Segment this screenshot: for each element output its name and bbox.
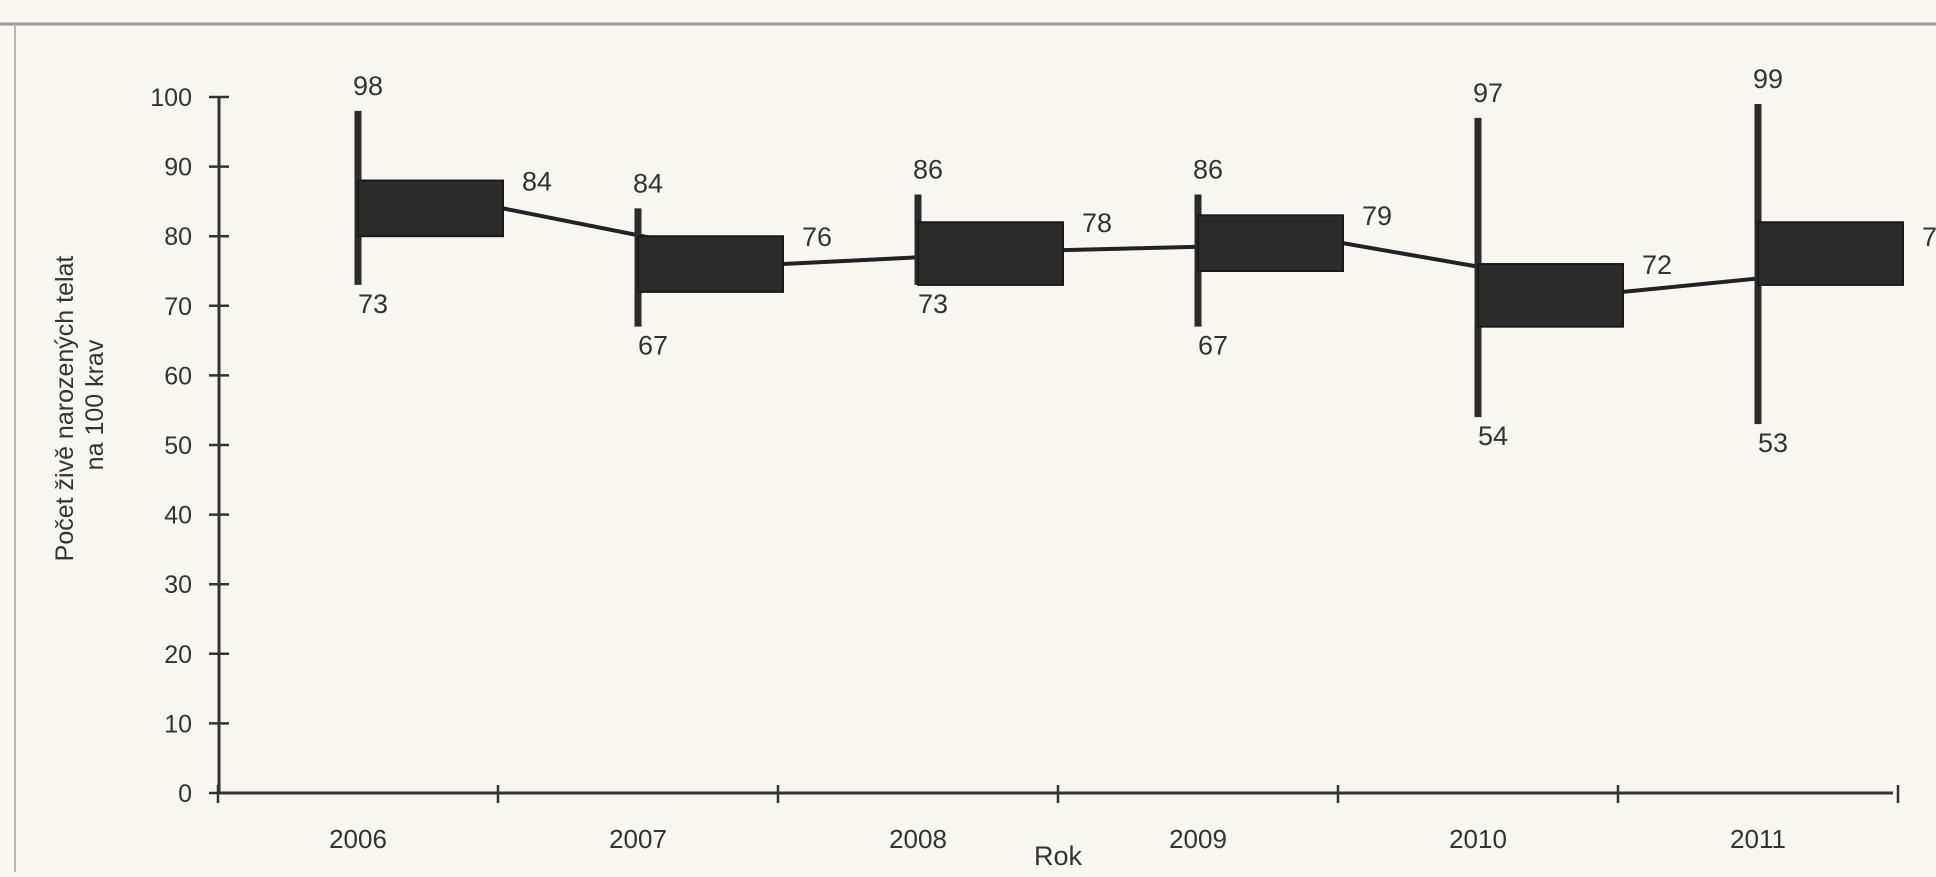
min-label: 67	[638, 331, 668, 361]
y-axis-title-line-2: na 100 krav	[81, 339, 109, 470]
axes	[209, 95, 1900, 803]
labels: 0 10 20 30 40 50 60 70 80 90 100 2006 2007 2008 2009 20…	[150, 64, 1936, 854]
max-label: 86	[913, 154, 943, 184]
x-tick-label: 2010	[1449, 824, 1507, 854]
box	[917, 221, 1064, 286]
x-tick-label: 2008	[889, 824, 947, 854]
max-label: 99	[1753, 64, 1783, 94]
min-label: 67	[1198, 331, 1228, 361]
box	[1757, 221, 1904, 286]
x-axis-title: Rok	[1034, 841, 1083, 871]
mean-label: 79	[1362, 201, 1392, 231]
y-axis-title: Počet živě narozených telat na 100 krav	[51, 249, 109, 562]
y-tick-label: 0	[178, 780, 192, 808]
box	[637, 235, 784, 293]
y-tick-label: 50	[164, 432, 192, 460]
min-label: 73	[358, 289, 388, 319]
y-tick-label: 10	[164, 710, 192, 738]
box	[1197, 214, 1344, 273]
y-tick-label: 20	[164, 641, 192, 669]
min-label: 53	[1758, 428, 1788, 458]
min-label: 54	[1478, 421, 1508, 451]
mean-label: 78	[1082, 208, 1112, 238]
box	[357, 179, 504, 238]
box	[1477, 263, 1624, 328]
y-tick-label: 80	[164, 223, 192, 251]
y-tick-label: 40	[164, 502, 192, 530]
max-label: 98	[353, 71, 383, 101]
y-tick-label: 60	[164, 362, 192, 390]
mean-label: 76	[802, 222, 832, 252]
boxes	[354, 103, 1904, 425]
mean-label: 84	[522, 166, 552, 196]
mean-label: 76	[1922, 222, 1936, 252]
mean-label: 72	[1642, 250, 1672, 280]
max-label: 86	[1193, 154, 1223, 184]
min-label: 73	[918, 289, 948, 319]
x-tick-label: 2007	[609, 824, 667, 854]
x-tick-label: 2011	[1730, 824, 1786, 854]
x-tick-label: 2009	[1169, 824, 1227, 854]
y-tick-label: 100	[150, 84, 192, 112]
y-axis-title-line-1: Počet živě narozených telat	[51, 256, 79, 562]
y-tick-label: 30	[164, 571, 192, 599]
x-tick-label: 2006	[329, 824, 387, 854]
max-label: 84	[633, 168, 663, 198]
y-tick-label: 90	[164, 154, 192, 182]
y-tick-label: 70	[164, 293, 192, 321]
max-label: 97	[1473, 78, 1503, 108]
